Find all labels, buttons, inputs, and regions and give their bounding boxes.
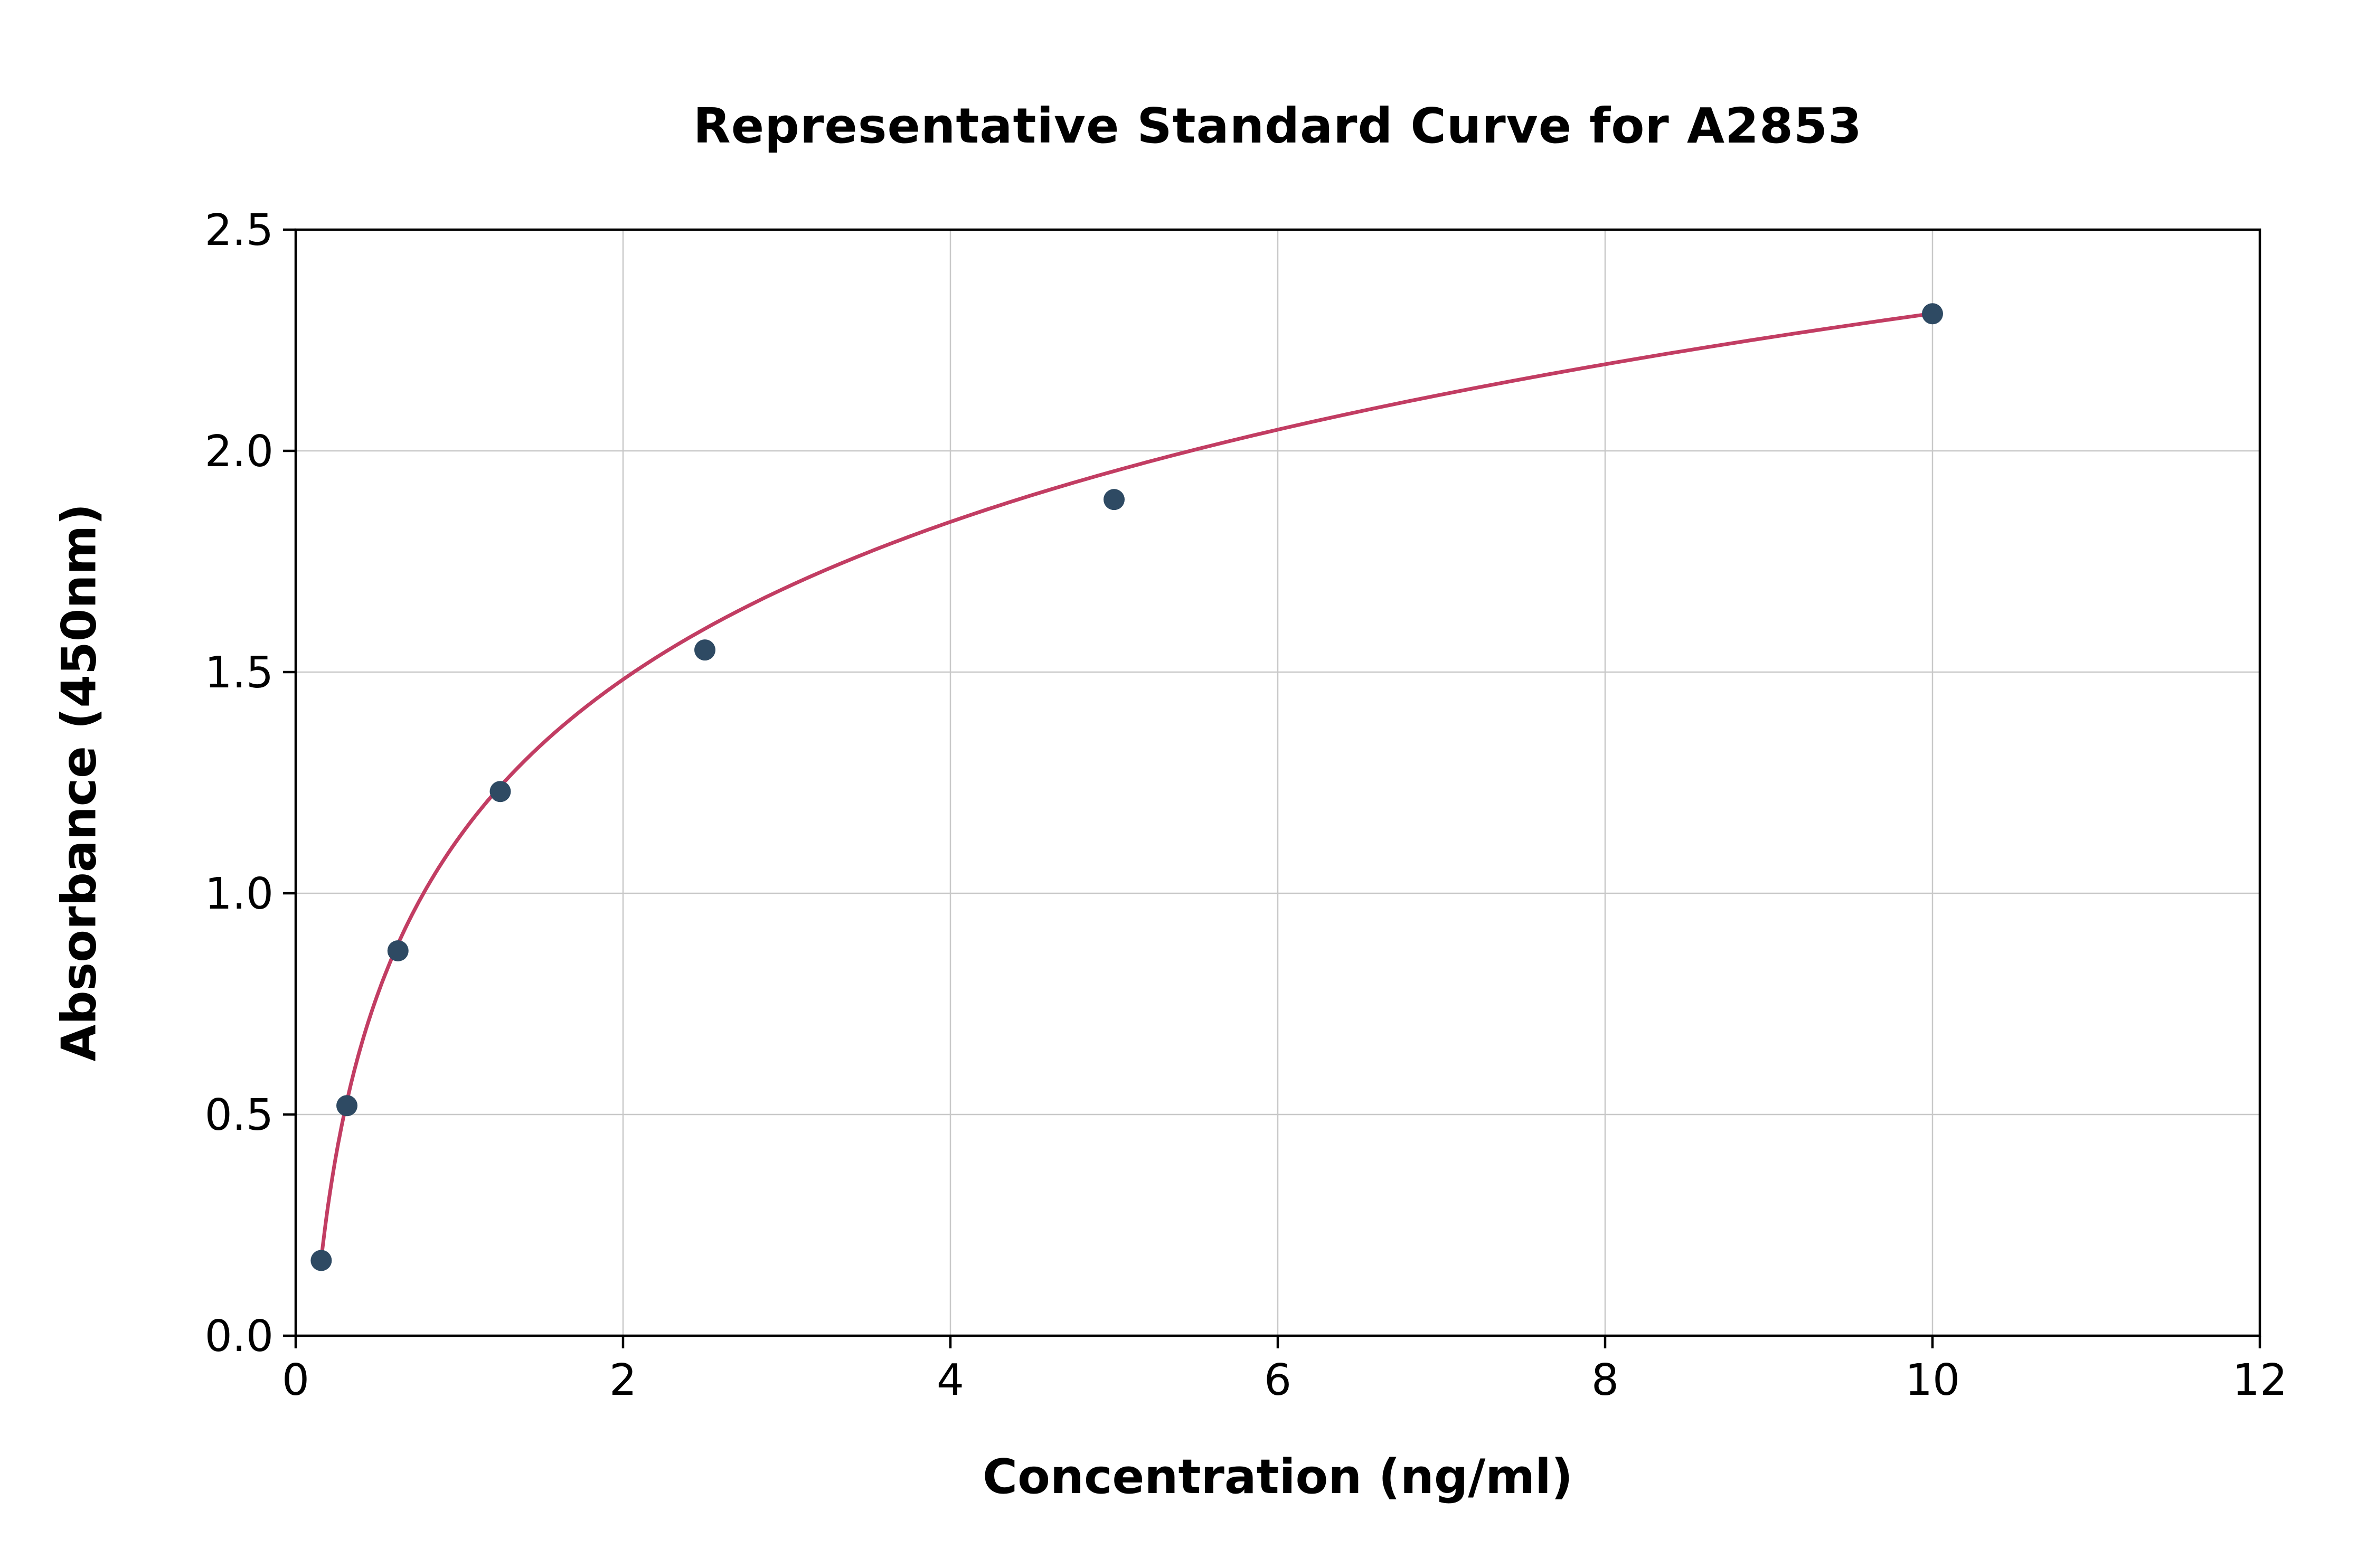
x-tick-label: 10 xyxy=(1905,1355,1960,1405)
x-tick-label: 2 xyxy=(609,1355,637,1405)
chart-title: Representative Standard Curve for A2853 xyxy=(693,98,1863,154)
x-tick-label: 8 xyxy=(1591,1355,1619,1405)
data-point xyxy=(387,940,409,961)
data-point xyxy=(310,1250,332,1271)
y-tick-label: 1.5 xyxy=(205,648,274,698)
data-point xyxy=(1922,303,1943,325)
y-tick-label: 0.5 xyxy=(205,1090,274,1140)
x-tick-label: 4 xyxy=(937,1355,964,1405)
data-point xyxy=(694,639,715,661)
y-tick-label: 0.0 xyxy=(205,1311,274,1362)
data-point xyxy=(336,1095,358,1117)
data-point xyxy=(489,781,511,802)
x-tick-label: 12 xyxy=(2232,1355,2287,1405)
y-tick-label: 2.0 xyxy=(205,427,274,477)
x-tick-label: 0 xyxy=(282,1355,309,1405)
y-tick-label: 2.5 xyxy=(205,205,274,256)
y-tick-label: 1.0 xyxy=(205,869,274,919)
fit-curve xyxy=(319,311,1935,1262)
x-axis-label: Concentration (ng/ml) xyxy=(983,1449,1573,1505)
x-tick-label: 6 xyxy=(1264,1355,1291,1405)
data-point xyxy=(1104,489,1125,511)
